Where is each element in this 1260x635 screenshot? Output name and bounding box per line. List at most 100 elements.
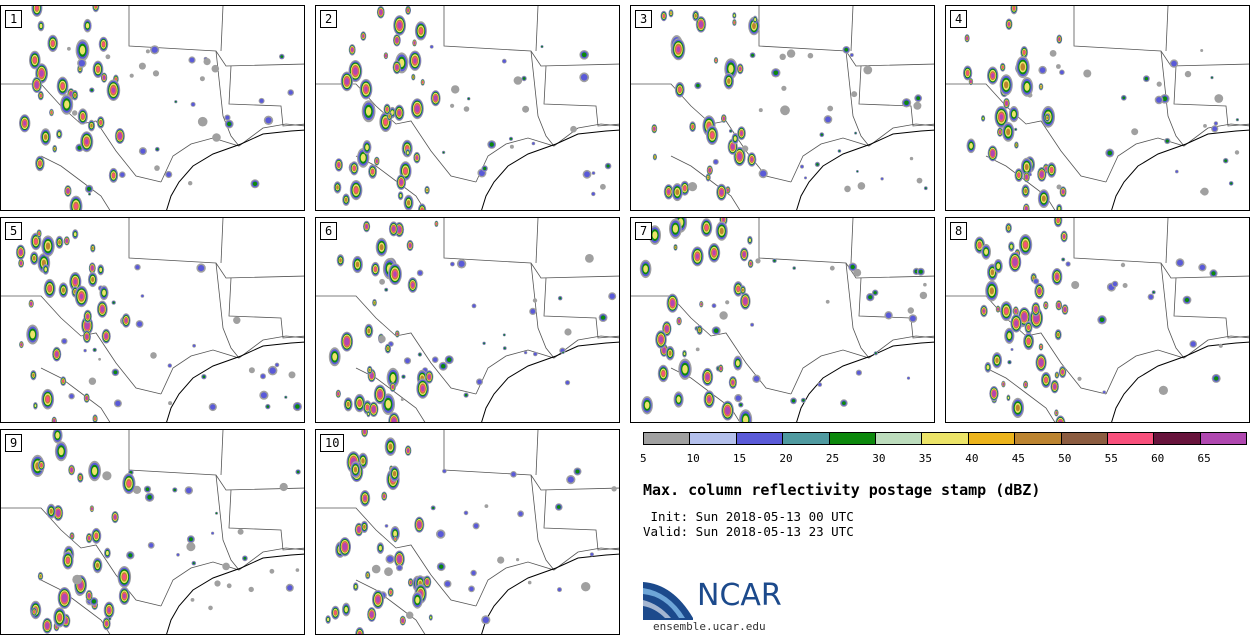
storm-cell xyxy=(40,463,43,467)
storm-cell xyxy=(33,57,37,63)
storm-cell xyxy=(1190,341,1196,347)
storm-cell xyxy=(392,471,397,477)
storm-cell xyxy=(154,165,160,171)
storm-cell xyxy=(296,470,300,474)
storm-cell xyxy=(562,351,564,354)
storm-cell xyxy=(1040,85,1042,88)
storm-cell xyxy=(91,507,93,510)
storm-cell xyxy=(237,528,244,535)
storm-cell xyxy=(1058,206,1061,210)
storm-cell xyxy=(186,487,192,494)
coastline xyxy=(481,553,619,634)
storm-cell xyxy=(243,556,247,560)
storm-cell xyxy=(103,76,105,79)
storm-cell xyxy=(503,347,506,350)
storm-cell xyxy=(352,166,356,171)
storm-cell xyxy=(706,375,709,379)
storm-cell xyxy=(1158,385,1168,395)
storm-cell xyxy=(802,399,805,402)
storm-cell xyxy=(738,154,741,159)
stamp-panel-8[interactable]: 8 xyxy=(945,217,1250,423)
storm-cell xyxy=(1024,163,1029,171)
storm-cell xyxy=(380,10,382,14)
coastline xyxy=(166,341,304,422)
storm-cell xyxy=(683,186,687,191)
storm-cell xyxy=(45,396,50,403)
storm-cell xyxy=(668,350,672,356)
storm-cell xyxy=(405,358,410,364)
panel-number: 7 xyxy=(635,222,653,240)
storm-cell xyxy=(378,545,382,551)
storm-cell xyxy=(386,346,389,351)
stamp-panel-3[interactable]: 3 xyxy=(630,5,935,211)
storm-cell xyxy=(199,76,205,82)
storm-cell xyxy=(61,287,65,293)
storm-cell xyxy=(141,294,144,298)
colorbar-segment xyxy=(875,433,923,444)
storm-cell xyxy=(590,553,594,556)
storm-cell xyxy=(600,315,606,320)
storm-cell xyxy=(1214,122,1218,125)
storm-cell xyxy=(581,52,587,58)
storm-cell xyxy=(135,265,140,270)
ensemble-url: ensemble.ucar.edu xyxy=(653,620,766,633)
map-boundary-line xyxy=(355,579,426,634)
storm-cell xyxy=(259,98,264,103)
storm-cell xyxy=(489,142,494,147)
storm-cell xyxy=(66,239,68,243)
stamp-panel-4[interactable]: 4 xyxy=(945,5,1250,211)
storm-cell xyxy=(370,374,373,377)
storm-cell xyxy=(371,169,374,174)
storm-cell xyxy=(186,542,196,552)
storm-cell xyxy=(1061,370,1064,374)
coastline xyxy=(166,553,304,634)
storm-cell xyxy=(1025,175,1028,179)
stamp-panel-10[interactable]: 10 xyxy=(315,429,620,635)
storm-cell xyxy=(85,139,89,145)
storm-cell xyxy=(358,632,361,634)
map-boundary-line xyxy=(228,277,304,339)
colorbar-segment xyxy=(1154,433,1201,444)
storm-cell xyxy=(156,148,159,151)
storm-cell xyxy=(151,46,158,53)
storm-cell xyxy=(71,534,73,538)
storm-cell xyxy=(1017,173,1020,178)
storm-cell xyxy=(1058,37,1061,41)
storm-cell xyxy=(48,285,52,292)
storm-cell xyxy=(1025,207,1028,210)
storm-cell xyxy=(388,443,393,450)
storm-cell xyxy=(430,45,433,49)
storm-cell xyxy=(334,610,337,615)
storm-cell xyxy=(752,22,756,30)
storm-cell xyxy=(57,511,60,515)
storm-cell xyxy=(1041,195,1046,202)
colorbar-tick-label: 55 xyxy=(1104,452,1118,465)
storm-cell xyxy=(39,23,43,29)
storm-cell xyxy=(370,613,373,616)
storm-cell xyxy=(1050,167,1053,173)
colorbar-tick-label: 40 xyxy=(965,452,979,465)
storm-cell xyxy=(122,573,127,580)
stamp-panel-6[interactable]: 6 xyxy=(315,217,620,423)
storm-cell xyxy=(1058,304,1060,307)
storm-cell xyxy=(750,323,754,327)
storm-cell xyxy=(344,197,348,202)
storm-cell xyxy=(407,9,409,12)
storm-cell xyxy=(145,49,150,54)
storm-cell xyxy=(212,133,221,142)
storm-cell xyxy=(63,595,66,601)
storm-cell xyxy=(20,261,22,265)
storm-cell xyxy=(1062,190,1064,194)
storm-cell xyxy=(388,115,391,118)
stamp-panel-5[interactable]: 5 xyxy=(0,217,305,423)
storm-cell xyxy=(1060,70,1064,75)
storm-cell xyxy=(503,334,506,336)
storm-cell xyxy=(88,193,91,195)
storm-cell xyxy=(984,248,989,255)
storm-cell xyxy=(670,11,672,15)
stamp-panel-2[interactable]: 2 xyxy=(315,5,620,211)
stamp-panel-7[interactable]: 7 xyxy=(630,217,935,423)
stamp-panel-9[interactable]: 9 xyxy=(0,429,305,635)
stamp-panel-1[interactable]: 1 xyxy=(0,5,305,211)
storm-cell xyxy=(363,496,367,501)
